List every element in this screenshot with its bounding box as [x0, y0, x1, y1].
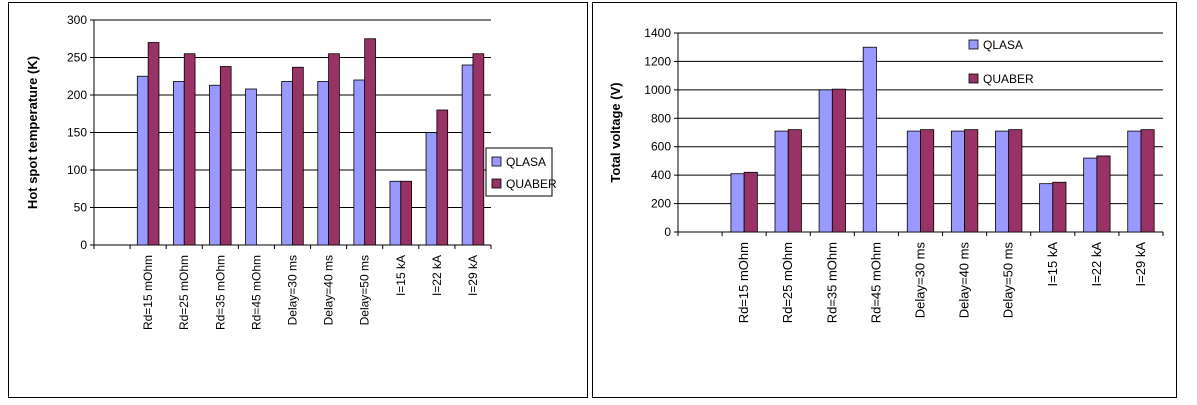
- bar-qlasa: [317, 81, 329, 246]
- bar-quaber: [743, 171, 758, 233]
- bar-qlasa: [461, 64, 474, 246]
- bar-qlasa: [389, 180, 402, 246]
- legend-label: QUABER: [506, 177, 557, 191]
- chart-panel-total-voltage: 0 200 400 600 800 1000 1200 1400 Rd=15 mOhm Rd=25…: [592, 2, 1177, 398]
- bar-qlasa: [172, 81, 185, 246]
- bar-qlasa: [1127, 130, 1142, 233]
- y-tick-label: 0: [80, 238, 87, 252]
- x-category-label: I=29 kA: [466, 255, 480, 296]
- bar-quaber: [1096, 155, 1111, 233]
- x-category-label: I=15 kA: [1045, 242, 1060, 287]
- bar-qlasa: [425, 132, 438, 246]
- x-category-label: Rd=15 mOhm: [736, 242, 751, 323]
- bar-quaber: [147, 42, 160, 246]
- bar-qlasa: [950, 130, 965, 233]
- bar-qlasa: [774, 130, 789, 233]
- bar-quaber: [964, 129, 979, 233]
- x-category-label: I=15 kA: [394, 255, 408, 296]
- bar-qlasa: [862, 46, 877, 233]
- y-tick-label: 800: [651, 111, 671, 125]
- total-voltage-chart: 0 200 400 600 800 1000 1200 1400 Rd=15 mOhm Rd=25…: [608, 26, 1164, 323]
- x-category-label: Rd=45 mOhm: [249, 255, 263, 330]
- bar-quaber: [1140, 129, 1155, 233]
- bar-qlasa: [730, 173, 745, 233]
- legend-label: QLASA: [983, 38, 1023, 52]
- legend-swatch-quaber: [968, 73, 979, 84]
- x-category-label: Delay=40 ms: [322, 255, 336, 325]
- x-category-label: Rd=45 mOhm: [868, 242, 883, 323]
- bar-quaber: [292, 66, 304, 246]
- bar-quaber: [219, 66, 232, 246]
- bar-quaber: [328, 53, 340, 246]
- y-tick-label: 400: [651, 168, 671, 182]
- y-tick-label: 250: [67, 51, 87, 65]
- y-axis-title: Total voltage (V): [608, 82, 623, 182]
- x-category-label: Rd=15 mOhm: [141, 255, 155, 330]
- legend-swatch-quaber: [491, 178, 502, 189]
- x-category-label: I=22 kA: [1089, 242, 1104, 287]
- y-tick-label: 100: [67, 163, 87, 177]
- y-tick-label: 1000: [644, 83, 671, 97]
- legend-label: QUABER: [983, 72, 1034, 86]
- x-category-label: Delay=40 ms: [957, 242, 972, 319]
- bar-quaber: [831, 88, 846, 233]
- y-axis-title: Hot spot temperature (K): [25, 56, 40, 209]
- bar-qlasa: [209, 84, 221, 246]
- y-tick-label: 50: [74, 201, 88, 215]
- legend-swatch-qlasa: [491, 156, 502, 167]
- bar-qlasa: [1083, 157, 1098, 233]
- legend-box: [485, 147, 553, 197]
- x-category-label: Delay=30 ms: [913, 242, 928, 319]
- bar-qlasa: [245, 88, 257, 246]
- bar-quaber: [183, 53, 196, 246]
- bar-quaber: [1052, 181, 1067, 233]
- bar-qlasa: [136, 75, 149, 246]
- y-tick-label: 1400: [644, 26, 671, 40]
- y-tick-label: 300: [67, 13, 87, 27]
- x-category-label: I=29 kA: [1133, 242, 1148, 287]
- x-category-label: Rd=25 mOhm: [177, 255, 191, 330]
- bar-quaber: [364, 38, 376, 246]
- chart-panel-hot-spot-temperature: 0 50 100 150 200 250 300 Rd=15 mOhm Rd=25 mOhm Rd…: [8, 2, 588, 398]
- x-category-label: Rd=25 mOhm: [780, 242, 795, 323]
- legend-label: QLASA: [506, 155, 546, 169]
- y-tick-label: 1200: [644, 54, 671, 68]
- bar-qlasa: [281, 81, 293, 246]
- bar-quaber: [787, 129, 802, 233]
- x-category-label: I=22 kA: [430, 255, 444, 296]
- x-category-label: Delay=50 ms: [358, 255, 372, 325]
- bar-quaber: [920, 129, 935, 233]
- y-tick-label: 200: [651, 197, 671, 211]
- x-category-label: Rd=35 mOhm: [824, 242, 839, 323]
- bar-quaber: [436, 109, 449, 246]
- x-category-label: Delay=50 ms: [1001, 242, 1016, 319]
- x-category-label: Rd=35 mOhm: [213, 255, 227, 330]
- bar-qlasa: [1039, 183, 1054, 233]
- y-tick-label: 0: [664, 225, 671, 239]
- y-tick-label: 150: [67, 126, 87, 140]
- y-tick-label: 600: [651, 140, 671, 154]
- hot-spot-temperature-chart: 0 50 100 150 200 250 300 Rd=15 mOhm Rd=25 mOhm Rd…: [25, 13, 557, 330]
- bar-qlasa: [906, 130, 921, 233]
- bar-quaber: [472, 53, 485, 246]
- x-category-label: Delay=30 ms: [286, 255, 300, 325]
- legend-swatch-qlasa: [968, 39, 979, 50]
- bar-qlasa: [353, 79, 366, 246]
- bar-qlasa: [818, 89, 833, 233]
- bar-quaber: [400, 180, 413, 246]
- y-tick-label: 200: [67, 88, 87, 102]
- bar-qlasa: [995, 130, 1010, 233]
- bar-quaber: [1008, 129, 1023, 233]
